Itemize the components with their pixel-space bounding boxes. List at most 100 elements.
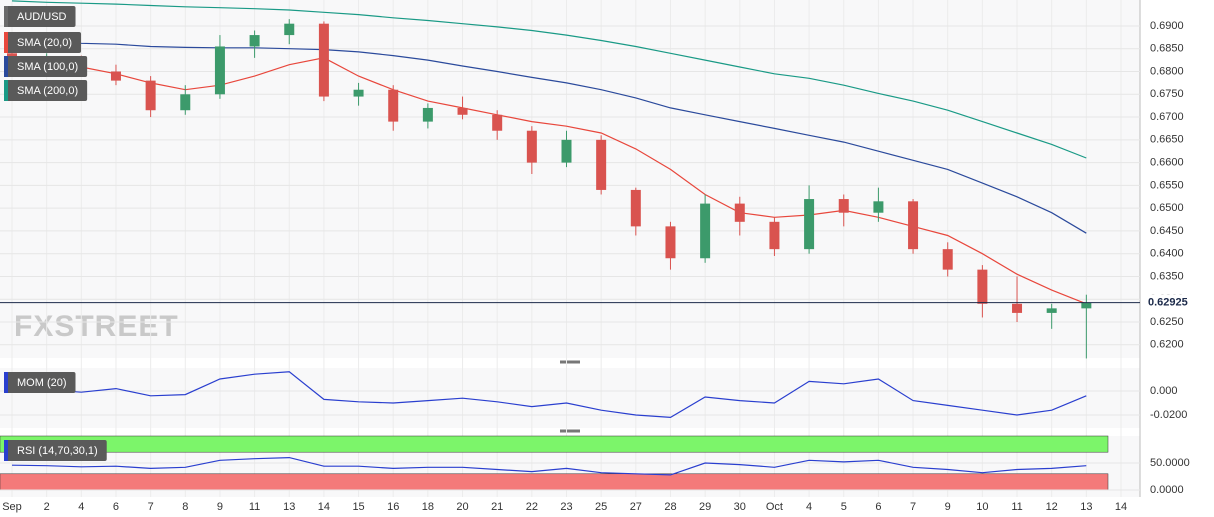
candle-body — [873, 201, 884, 213]
x-tick-label: 8 — [182, 501, 188, 513]
legend-label: MOM (20) — [17, 377, 67, 389]
legend-item: AUD/USD — [4, 6, 76, 27]
x-tick-label: 2 — [44, 501, 50, 513]
y-tick-label: 0.6400 — [1150, 248, 1184, 260]
x-tick-label: 9 — [945, 501, 951, 513]
x-tick-label: 10 — [976, 501, 988, 513]
legend-box — [4, 372, 76, 393]
x-tick-label: 5 — [841, 501, 847, 513]
x-tick-label: Oct — [766, 501, 783, 513]
legend-swatch — [4, 6, 8, 27]
y-tick-label: 0.6600 — [1150, 157, 1184, 169]
legend-swatch — [4, 440, 8, 461]
candle-body — [422, 107, 433, 122]
candle-body — [596, 139, 607, 190]
y-tick-label: 0.6200 — [1150, 339, 1184, 351]
watermark: FXSTREET — [14, 310, 179, 343]
candle-body — [942, 249, 953, 270]
main-panel — [0, 0, 1140, 358]
y-tick-label: 0.6800 — [1150, 65, 1184, 77]
x-tick-label: 18 — [422, 501, 434, 513]
x-tick-label: 9 — [217, 501, 223, 513]
x-tick-label: 20 — [456, 501, 468, 513]
candle-body — [908, 201, 919, 250]
legend-label: AUD/USD — [17, 11, 67, 23]
x-tick-label: 23 — [560, 501, 572, 513]
candle-body — [180, 94, 191, 111]
candle-body — [838, 199, 849, 213]
y-tick-label: 0.6500 — [1150, 202, 1184, 214]
legend-item: RSI (14,70,30,1) — [4, 440, 107, 461]
series-line — [11, 57, 1087, 305]
last-price-label: 0.62925 — [1148, 297, 1188, 309]
legend-item: SMA (20,0) — [4, 32, 82, 53]
y-tick-label: -0.0200 — [1150, 409, 1187, 421]
x-tick-label: 21 — [491, 501, 503, 513]
candle-body — [1046, 308, 1057, 313]
x-tick-label: 6 — [875, 501, 881, 513]
y-tick-label: 0.6650 — [1150, 134, 1184, 146]
band — [0, 473, 1109, 491]
x-tick-label: 16 — [387, 501, 399, 513]
candle-body — [769, 221, 780, 250]
y-tick-label: 0.6450 — [1150, 225, 1184, 237]
x-tick-label: 22 — [526, 501, 538, 513]
candle-body — [214, 46, 225, 95]
legend-box — [4, 80, 88, 101]
y-tick-label: 0.0000 — [1150, 484, 1184, 496]
legend-box — [4, 6, 76, 27]
legend-swatch — [4, 32, 8, 53]
legend-item: SMA (200,0) — [4, 80, 88, 101]
series-line — [11, 36, 1087, 234]
x-tick-label: 30 — [734, 501, 746, 513]
legend-swatch — [4, 80, 8, 101]
band — [0, 435, 1109, 453]
legend-box — [4, 32, 82, 53]
x-tick-label: 13 — [283, 501, 295, 513]
x-tick-label: 29 — [699, 501, 711, 513]
legend-box — [4, 56, 88, 77]
candle-body — [353, 89, 364, 97]
legend-item: MOM (20) — [4, 372, 76, 393]
x-tick-label: 14 — [1115, 501, 1127, 513]
candle-body — [804, 199, 815, 250]
y-tick-label: 0.000 — [1150, 385, 1178, 397]
candle-body — [1012, 303, 1023, 313]
x-tick-label: 6 — [113, 501, 119, 513]
candle-body — [526, 130, 537, 163]
x-tick-label: 12 — [1046, 501, 1058, 513]
x-tick-label: 14 — [318, 501, 330, 513]
y-tick-label: 0.6250 — [1150, 316, 1184, 328]
candle-body — [388, 89, 399, 122]
x-tick-label: 13 — [1080, 501, 1092, 513]
legend-item: SMA (100,0) — [4, 56, 88, 77]
candle-body — [145, 80, 156, 111]
x-tick-label: 7 — [910, 501, 916, 513]
candle-body — [561, 139, 572, 163]
x-tick-label: 4 — [806, 501, 812, 513]
series-line — [11, 0, 1087, 159]
candle-body — [284, 23, 295, 36]
candle-body — [110, 71, 121, 81]
last-price-box — [1141, 294, 1197, 311]
y-tick-label: 0.6700 — [1150, 111, 1184, 123]
candle-body — [734, 203, 745, 222]
x-tick-label: 11 — [1011, 501, 1022, 513]
legend-label: RSI (14,70,30,1) — [17, 445, 98, 457]
candle-body — [1081, 302, 1092, 309]
candle-body — [249, 35, 260, 47]
series-line — [11, 371, 1087, 419]
x-tick-label: 11 — [249, 501, 260, 513]
y-tick-label: 0.6550 — [1150, 179, 1184, 191]
y-tick-label: 0.6750 — [1150, 88, 1184, 100]
y-tick-label: 50.0000 — [1150, 457, 1190, 469]
candle-body — [977, 269, 988, 304]
mom-panel — [0, 368, 1140, 428]
x-tick-label: Sep — [2, 501, 22, 513]
x-tick-label: 27 — [630, 501, 642, 513]
candle-body — [318, 23, 329, 97]
x-tick-label: 25 — [595, 501, 607, 513]
candle-body — [665, 226, 676, 259]
candle-body — [492, 114, 503, 131]
